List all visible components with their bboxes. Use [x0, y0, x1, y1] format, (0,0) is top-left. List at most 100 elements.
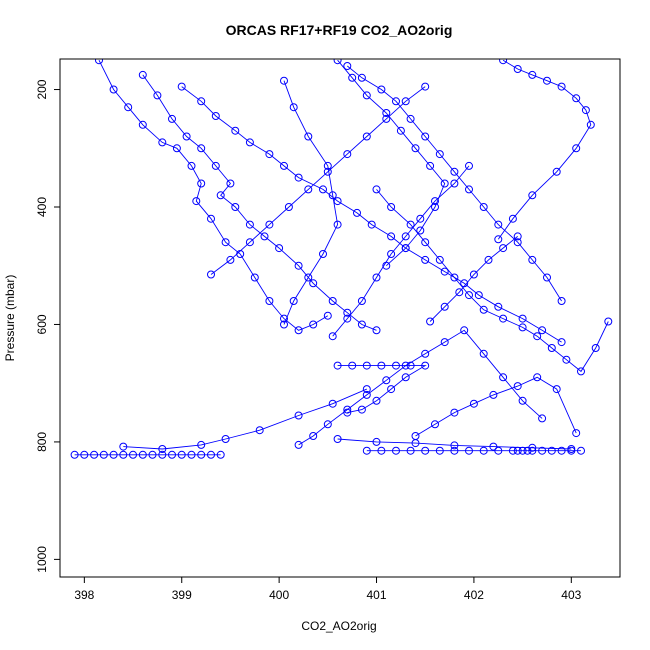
series-3 [280, 76, 342, 329]
data-point [177, 82, 186, 91]
data-point [323, 167, 332, 176]
data-point [552, 385, 561, 394]
data-point [275, 244, 284, 253]
data-point [543, 76, 551, 85]
data-point [547, 446, 556, 455]
data-point [499, 59, 508, 65]
data-point [538, 446, 547, 455]
data-point [450, 446, 459, 455]
data-point [333, 361, 342, 370]
data-point [319, 250, 327, 258]
data-point [245, 220, 254, 229]
data-point [557, 82, 566, 91]
data-point [382, 261, 391, 270]
data-point [421, 349, 430, 358]
data-point [401, 361, 410, 370]
data-point [489, 390, 498, 399]
data-point [343, 308, 352, 317]
data-point [387, 385, 396, 394]
data-point [557, 297, 566, 305]
x-axis-label: CO2_AO2orig [301, 619, 376, 633]
data-point [333, 59, 342, 65]
data-point [231, 203, 240, 211]
data-point [401, 244, 410, 253]
data-point [406, 114, 415, 123]
data-point [489, 442, 498, 451]
data-point [421, 82, 430, 91]
data-point [343, 314, 352, 323]
data-point [479, 305, 488, 314]
data-point [172, 144, 181, 153]
data-point [182, 132, 191, 141]
data-point [513, 238, 522, 247]
data-point [129, 450, 137, 459]
data-point [294, 411, 303, 420]
data-point [328, 191, 337, 200]
x-tick-label: 402 [464, 588, 484, 602]
data-point [435, 150, 444, 159]
data-point [406, 361, 415, 370]
data-point [153, 91, 162, 100]
data-point [557, 446, 566, 455]
y-tick-label: 200 [35, 79, 49, 99]
chart-title: ORCAS RF17+RF19 CO2_AO2orig [226, 22, 453, 38]
data-point [309, 279, 318, 288]
series-10 [411, 373, 581, 440]
data-point [197, 450, 206, 459]
data-point [460, 326, 469, 335]
data-point [377, 85, 386, 94]
data-point [528, 255, 537, 264]
data-point [265, 220, 274, 229]
y-tick-label: 600 [35, 314, 49, 334]
data-point [148, 450, 157, 459]
data-point [319, 185, 327, 194]
x-tick-label: 400 [269, 588, 289, 602]
plot-area [70, 59, 613, 459]
series-line [142, 74, 377, 331]
series-7 [372, 185, 613, 376]
data-point [455, 288, 464, 297]
series-line [332, 165, 470, 337]
data-point [333, 220, 342, 229]
data-point [357, 297, 366, 305]
data-point [421, 446, 430, 455]
data-point [450, 273, 459, 282]
data-point [250, 273, 259, 282]
data-point [197, 440, 206, 449]
data-point [547, 344, 556, 352]
data-point [421, 238, 430, 247]
y-axis: 200 400 600 800 1000 [35, 79, 60, 573]
y-tick-label: 400 [35, 197, 49, 217]
data-point [392, 361, 400, 370]
data-point [392, 97, 400, 106]
x-axis: 398 399 400 401 402 403 [74, 577, 582, 602]
data-point [401, 232, 410, 241]
series-9 [294, 326, 547, 449]
data-point [513, 382, 522, 391]
data-point [421, 132, 430, 141]
data-point [479, 203, 488, 211]
data-point [187, 450, 196, 459]
series-line [210, 86, 426, 275]
data-point [426, 161, 435, 170]
data-point [211, 161, 220, 170]
data-point [294, 261, 303, 270]
data-point [294, 326, 303, 335]
data-point [431, 203, 439, 211]
data-point [450, 408, 459, 417]
data-point [70, 450, 79, 459]
data-point [401, 373, 410, 382]
series-14 [333, 435, 576, 453]
data-point [343, 62, 352, 70]
series-13 [362, 446, 585, 455]
data-point [382, 376, 391, 385]
data-point [362, 385, 371, 394]
data-point [406, 446, 415, 455]
data-point [289, 103, 298, 112]
series-0 [95, 59, 332, 335]
data-point [557, 338, 566, 347]
data-point [333, 435, 342, 443]
data-point [450, 179, 459, 188]
data-point [372, 326, 381, 335]
